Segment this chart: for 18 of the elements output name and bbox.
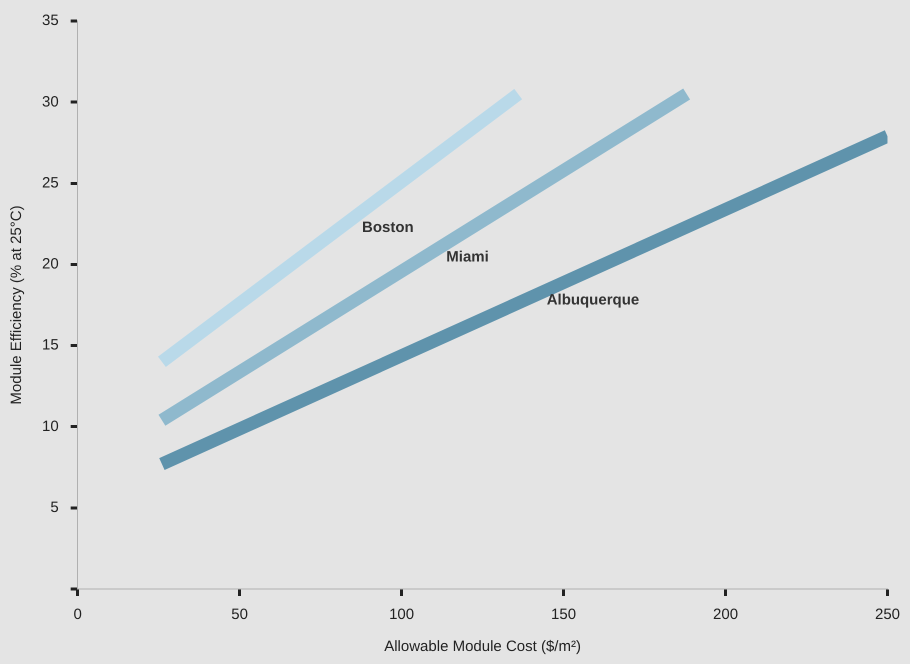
y-tick-label: 35 xyxy=(42,12,59,30)
y-tick-label: 10 xyxy=(42,418,59,435)
x-tick-label: 150 xyxy=(551,606,576,624)
x-tick-label: 100 xyxy=(389,606,414,624)
y-tick-label: 30 xyxy=(42,93,59,110)
x-tick-label: 200 xyxy=(713,606,738,624)
x-axis-title: Allowable Module Cost ($/m²) xyxy=(384,638,581,656)
x-tick-label: 0 xyxy=(74,606,82,624)
y-tick-label: 15 xyxy=(42,336,59,354)
series-label: Boston xyxy=(362,219,414,236)
y-tick-label: 20 xyxy=(42,256,59,273)
y-tick-label: 25 xyxy=(42,174,59,192)
x-tick-label: 50 xyxy=(231,606,248,624)
y-axis-title: Module Efficiency (% at 25°C) xyxy=(8,205,26,405)
series-label: Miami xyxy=(446,248,489,266)
y-tick-label: 5 xyxy=(50,499,59,516)
series-label: Albuquerque xyxy=(546,291,640,308)
x-tick-label: 250 xyxy=(874,606,900,624)
